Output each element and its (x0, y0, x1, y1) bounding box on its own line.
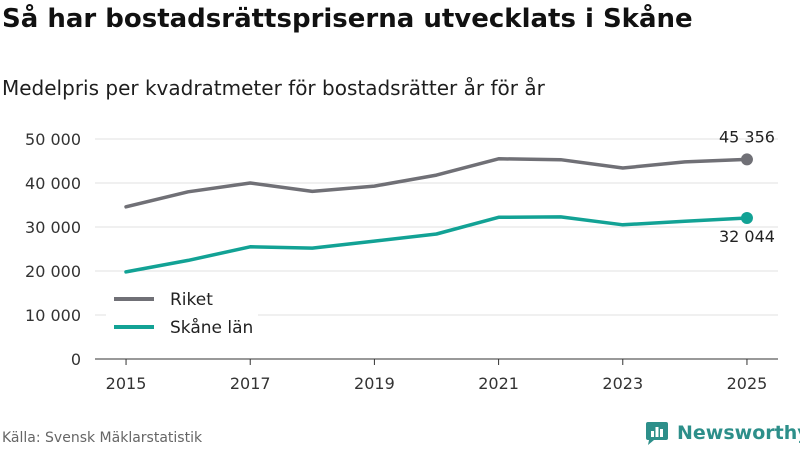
x-tick-label: 2017 (230, 374, 271, 393)
y-tick-label: 10 000 (25, 306, 81, 325)
axes: 0 10 000 20 000 30 000 40 000 50 000 2015 2017 2… (25, 130, 778, 393)
newsworthy-logo-icon (646, 422, 668, 445)
legend-label: Skåne län (170, 317, 253, 338)
y-tick-label: 20 000 (25, 262, 81, 281)
x-tick-label: 2019 (354, 374, 395, 393)
y-tick-label: 0 (71, 350, 81, 369)
x-tick-label: 2025 (727, 374, 768, 393)
y-tick-label: 50 000 (25, 130, 81, 149)
chart-subtitle: Medelpris per kvadratmeter för bostadsrä… (2, 76, 545, 100)
chart-title: Så har bostadsrättspriserna utvecklats i… (2, 4, 693, 34)
x-tick-label: 2021 (478, 374, 519, 393)
end-value-label: 32 044 (719, 227, 775, 246)
series-end-point (740, 212, 753, 225)
data-labels: 45 356 32 044 (719, 127, 775, 246)
series-end-point (740, 153, 753, 166)
brand-name: Newsworthy (677, 422, 800, 444)
end-value-label: 45 356 (719, 127, 775, 146)
series-line (124, 215, 749, 274)
series-line (124, 157, 749, 209)
x-tick-label: 2015 (106, 374, 147, 393)
y-tick-label: 40 000 (25, 174, 81, 193)
x-tick-label: 2023 (602, 374, 643, 393)
y-tick-label: 30 000 (25, 218, 81, 237)
brand-logo: Newsworthy (644, 420, 800, 446)
legend-label: Riket (170, 290, 213, 310)
series-lines (124, 153, 753, 274)
legend: Riket Skåne län (106, 286, 258, 340)
legend-background (106, 286, 258, 340)
source-note: Källa: Svensk Mäklarstatistik (2, 430, 203, 446)
